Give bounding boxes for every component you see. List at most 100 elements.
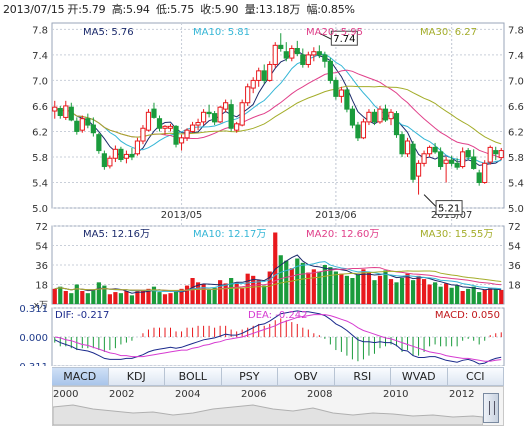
volume-bar (295, 258, 300, 304)
price-ma30-line (54, 85, 502, 145)
candle-body (465, 150, 471, 158)
volume-tick-left: 36 (35, 261, 48, 272)
candle-body (438, 151, 444, 168)
candle-body (223, 102, 229, 110)
candle-body (498, 150, 504, 159)
tab-rsi[interactable]: RSI (335, 368, 391, 385)
volume-bar (96, 282, 101, 304)
candle-body (239, 102, 245, 126)
volume-bar (240, 287, 245, 304)
volume-legend-ma20: MA20: 12.60万 (306, 229, 379, 240)
candle-body (355, 124, 361, 139)
header-close: 收:5.90 (200, 3, 239, 16)
tab-macd[interactable]: MACD (52, 368, 109, 385)
candle-body (250, 79, 256, 89)
candle-body (151, 108, 157, 118)
volume-tick-left: 54 (35, 242, 48, 253)
candle-body (289, 48, 295, 59)
volume-bar (477, 292, 482, 304)
volume-legend-ma10: MA10: 12.17万 (193, 229, 266, 240)
price-tick-left: 7.8 (32, 25, 48, 36)
tab-cci[interactable]: CCI (448, 368, 504, 385)
volume-bar (135, 289, 140, 304)
price-tick-left: 5.0 (32, 204, 48, 215)
annotation-pointer (319, 32, 332, 40)
annotation-box (330, 30, 358, 46)
volume-bar (251, 275, 256, 304)
volume-bar (168, 293, 173, 304)
volume-bar (444, 283, 449, 304)
timeline-year: 2012 (449, 389, 475, 400)
timeline-year: 2002 (109, 389, 135, 400)
price-tick-right: 7.8 (508, 25, 524, 36)
candle-body (178, 137, 185, 144)
candle-body (449, 159, 455, 164)
tab-obv[interactable]: OBV (278, 368, 335, 385)
volume-bar (262, 285, 267, 304)
candle-body (305, 54, 311, 65)
candle-body (74, 120, 80, 132)
candle-body (371, 111, 378, 123)
candle-body (167, 125, 174, 129)
volume-bar (410, 280, 416, 304)
candle-body (278, 44, 284, 50)
tab-kdj[interactable]: KDJ (109, 368, 165, 385)
candle-body (212, 113, 218, 123)
price-tick-right: 5.4 (508, 178, 524, 189)
candle-body (134, 140, 141, 155)
timeline-range-handle[interactable] (483, 393, 499, 423)
volume-bar (333, 271, 338, 304)
candle-body (206, 111, 212, 115)
candle-body (267, 63, 273, 81)
volume-bar (212, 287, 217, 304)
price-tick-right: 5.8 (508, 153, 524, 164)
candle-body (96, 134, 102, 152)
tab-boll[interactable]: BOLL (165, 368, 222, 385)
candle-body (338, 89, 344, 97)
volume-bar (460, 291, 465, 304)
price-tick-left: 7.0 (32, 76, 48, 87)
candle-body (195, 122, 201, 126)
chart-canvas[interactable]: 7.8 7.8 7.4 7.4 7.0 7.0 6.6 6.6 6.2 6.2 5.8 5.8 5.4 5… (0, 0, 525, 366)
macd-tick-left: -0.311 (16, 362, 48, 366)
volume-bar (162, 294, 168, 304)
volume-bar (339, 273, 344, 304)
volume-bar (85, 293, 90, 304)
candle-body (200, 111, 207, 123)
candle-body (393, 113, 400, 136)
annotation-value: 7.74 (333, 34, 355, 45)
volume-bar (455, 285, 460, 304)
candle-body (471, 156, 477, 169)
volume-tick-right: 54 (508, 242, 521, 253)
volume-bar (317, 271, 322, 304)
volume-bar (80, 291, 85, 304)
candle-body (90, 124, 96, 134)
tab-wvad[interactable]: WVAD (391, 368, 448, 385)
candle-body (184, 129, 190, 139)
macd-dea-line (54, 314, 502, 362)
indicator-tabs: MACD KDJ BOLL PSY OBV RSI WVAD CCI (52, 367, 504, 386)
candle-body (101, 153, 107, 168)
header-volume: 量:13.18万 (244, 3, 301, 16)
volume-bar (427, 284, 432, 304)
volume-bar (234, 282, 239, 304)
volume-bar (52, 288, 57, 304)
header-low: 低:5.75 (156, 3, 194, 16)
price-legend-ma10: MA10: 5.81 (193, 27, 250, 38)
header-high: 高:5.94 (111, 3, 150, 16)
price-tick-right: 6.6 (508, 102, 524, 113)
tab-psy[interactable]: PSY (222, 368, 278, 385)
volume-bar (91, 289, 96, 304)
volume-bar (372, 280, 377, 304)
macd-tick-left: 0.000 (19, 333, 48, 344)
volume-bar (179, 288, 184, 304)
volume-bar (350, 278, 355, 304)
volume-tick-right: 72 (508, 222, 521, 233)
candle-body (85, 118, 91, 126)
history-timeline[interactable]: 2000 2002 2004 2006 2008 2010 2012 (52, 386, 504, 426)
candle-body (234, 123, 240, 131)
candle-body (344, 89, 350, 110)
volume-bar (124, 291, 129, 304)
volume-bar (69, 293, 74, 304)
price-tick-right: 5.0 (508, 204, 524, 215)
